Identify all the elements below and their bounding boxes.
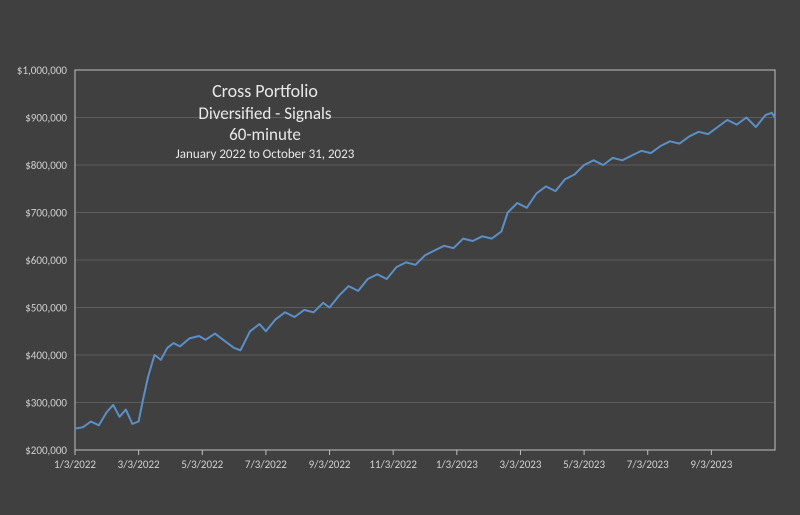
x-axis-label: 3/3/2022 (118, 458, 160, 471)
x-axis-label: 1/3/2022 (54, 458, 96, 471)
x-axis-label: 9/3/2023 (690, 458, 732, 471)
equity-curve-chart: $200,000 $300,000 $400,000 $500,000 $600,000… (0, 0, 800, 515)
y-axis-label: $200,000 (25, 444, 67, 457)
chart-title-line2: Diversified - Signals (135, 103, 395, 124)
chart-title-block: Cross Portfolio Diversified - Signals 60… (135, 80, 395, 163)
x-axis-label: 7/3/2023 (627, 458, 669, 471)
x-axis-label: 5/3/2022 (181, 458, 223, 471)
y-axis-label: $300,000 (25, 397, 67, 410)
chart-title-line3: 60-minute (135, 124, 395, 145)
y-axis-label: $700,000 (25, 207, 67, 220)
y-axis-label: $600,000 (25, 254, 67, 267)
chart-title-line1: Cross Portfolio (135, 80, 395, 103)
x-axis-label: 9/3/2022 (309, 458, 351, 471)
x-axis-label: 11/3/2022 (369, 458, 417, 471)
y-axis-label: $800,000 (25, 159, 67, 172)
x-axis-label: 7/3/2022 (245, 458, 287, 471)
y-axis-label: $500,000 (25, 302, 67, 315)
y-axis-label: $400,000 (25, 349, 67, 362)
y-axis-label: $1,000,000 (17, 64, 68, 77)
chart-svg: $200,000 $300,000 $400,000 $500,000 $600,000… (0, 0, 800, 515)
x-axis-label: 5/3/2023 (563, 458, 605, 471)
y-axis-label: $900,000 (25, 112, 67, 125)
chart-title-line4: January 2022 to October 31, 2023 (135, 147, 395, 163)
x-axis-label: 3/3/2023 (499, 458, 541, 471)
x-axis-label: 1/3/2023 (436, 458, 478, 471)
